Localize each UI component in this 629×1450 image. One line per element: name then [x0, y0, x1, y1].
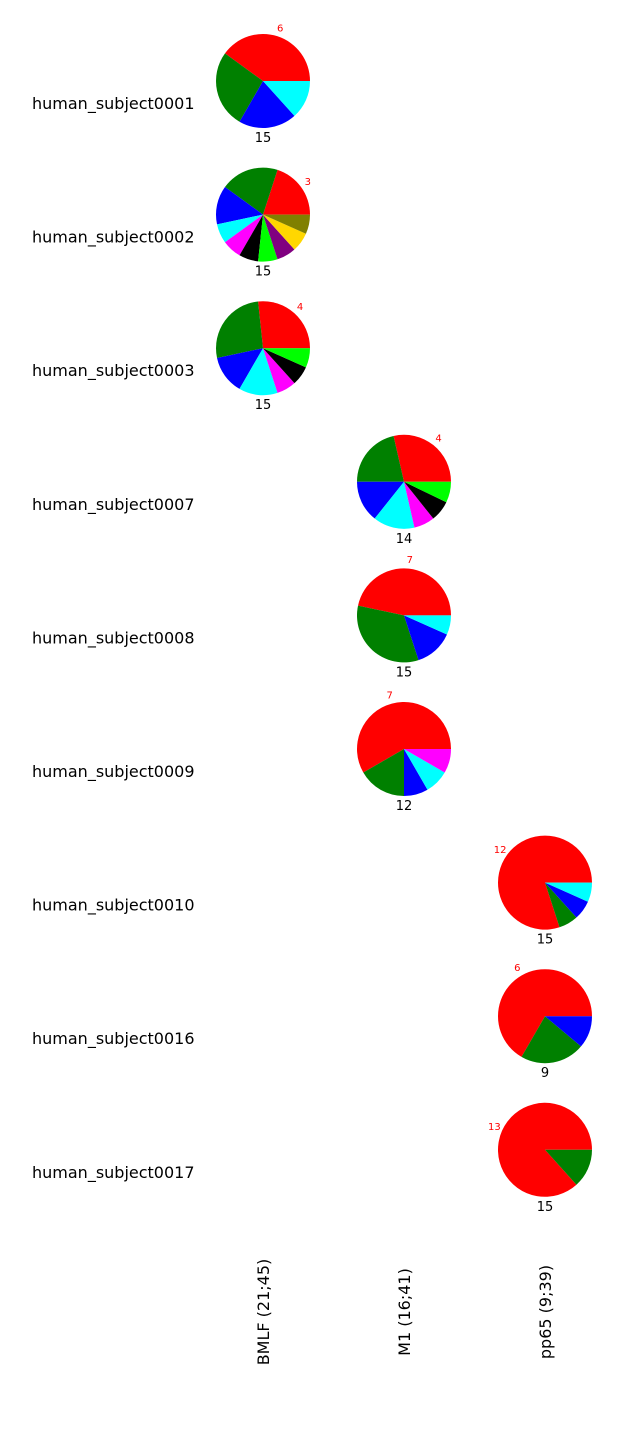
pie-slice: [545, 1016, 592, 1047]
top-slice-count: 13: [488, 1122, 501, 1133]
pie-row: human_subject0007 4 14: [32, 433, 451, 547]
subject-label: human_subject0009: [32, 762, 195, 782]
pie-slice: [263, 81, 310, 116]
subject-label: human_subject0016: [32, 1029, 195, 1049]
total-count: 15: [255, 398, 272, 413]
pie-slice: [217, 348, 263, 389]
pie-row: human_subject0008 7 15: [32, 555, 451, 680]
pie-row: human_subject0017 13 15: [32, 1102, 592, 1215]
pie-slice: [404, 615, 447, 661]
pie-row: human_subject0002 3 15: [32, 167, 311, 280]
top-slice-count: 4: [435, 433, 441, 444]
top-slice-count: 7: [407, 555, 413, 566]
pie-slice: [404, 481, 447, 519]
pie-slice: [404, 481, 451, 503]
top-slice-count: 4: [297, 302, 303, 313]
pie-slice: [215, 301, 263, 358]
pie-slice: [217, 214, 263, 243]
pie-slice: [404, 615, 451, 635]
pie-slice: [258, 301, 310, 349]
pie-slice: [404, 749, 451, 773]
total-count: 15: [396, 665, 413, 680]
pie-slice: [263, 348, 310, 368]
subject-label: human_subject0002: [32, 228, 195, 248]
pie-row: human_subject0003 4 15: [32, 301, 310, 413]
pie-slice: [404, 481, 434, 528]
subject-label: human_subject0003: [32, 361, 195, 381]
total-count: 14: [396, 532, 413, 547]
total-count: 9: [541, 1066, 549, 1081]
pie-slice: [263, 214, 310, 234]
pie-slice: [216, 53, 263, 122]
rows-layer: human_subject0001 6 15 human_subject0002 3 15…: [32, 23, 592, 1215]
total-count: 15: [537, 1200, 554, 1215]
pie-row: human_subject0010 12 15: [32, 835, 592, 948]
pie-slice: [263, 214, 306, 250]
column-label: BMLF (21;45): [254, 1259, 273, 1366]
pie-slice: [224, 214, 263, 256]
subject-label: human_subject0001: [32, 94, 195, 114]
total-count: 15: [537, 933, 554, 948]
pie-slice: [545, 1149, 592, 1185]
pie-slice: [545, 882, 592, 902]
pie-row: human_subject0009 7 12: [32, 690, 451, 814]
pie-slice: [497, 1102, 592, 1197]
top-slice-count: 6: [514, 963, 520, 974]
pie-slice: [356, 481, 404, 519]
pie-slice: [404, 749, 428, 796]
pie-row: human_subject0016 6 9: [32, 963, 592, 1081]
total-count: 15: [255, 131, 272, 146]
top-slice-count: 3: [305, 177, 311, 188]
top-slice-count: 12: [494, 845, 507, 856]
pie-slice: [404, 749, 445, 790]
column-label: pp65 (9;39): [536, 1265, 555, 1359]
pie-slice: [263, 214, 295, 260]
pie-slice: [258, 214, 278, 262]
pie-slice: [545, 882, 588, 918]
pie-slice: [216, 186, 263, 225]
pie-row: human_subject0001 6 15: [32, 23, 310, 146]
pie-slice: [239, 81, 295, 128]
subject-label: human_subject0008: [32, 628, 195, 648]
total-count: 15: [255, 265, 272, 280]
pie-slice: [263, 348, 295, 393]
pie-slice: [239, 214, 263, 262]
top-slice-count: 6: [277, 23, 283, 34]
top-slice-count: 7: [386, 690, 392, 701]
pie-slice: [497, 835, 592, 930]
pie-slice: [374, 481, 415, 529]
pie-slice: [263, 169, 310, 215]
pie-slice: [363, 749, 404, 796]
pie-slice: [357, 435, 404, 482]
pie-slice: [545, 882, 577, 928]
subject-label: human_subject0010: [32, 896, 195, 916]
column-labels: BMLF (21;45) M1 (16;41) pp65 (9;39): [254, 1259, 555, 1366]
pie-slice: [263, 348, 306, 384]
pie-slice: [357, 702, 451, 773]
pie-slice: [497, 969, 592, 1057]
subject-label: human_subject0017: [32, 1163, 195, 1183]
pie-slice: [224, 33, 310, 81]
pie-slice: [224, 167, 278, 215]
pie-slice: [239, 348, 278, 396]
pie-slice: [358, 568, 451, 616]
pie-slice: [393, 434, 451, 482]
column-label: M1 (16;41): [395, 1268, 414, 1356]
pie-slice: [357, 605, 419, 663]
total-count: 12: [396, 799, 413, 814]
subject-label: human_subject0007: [32, 495, 195, 515]
pie-slice: [521, 1016, 582, 1064]
